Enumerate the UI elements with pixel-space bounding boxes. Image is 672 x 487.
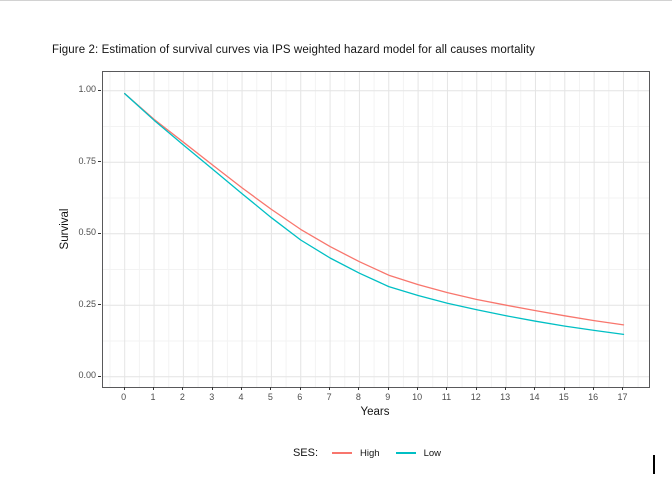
y-tick-label: 0.25 [78, 298, 96, 309]
x-tick-label: 9 [385, 392, 391, 402]
x-tick-mark [329, 387, 331, 390]
x-tick-label: 10 [412, 392, 423, 402]
x-tick-mark [563, 387, 565, 390]
y-tick-mark [98, 89, 101, 91]
window-top-border [0, 0, 672, 1]
x-tick-label: 1 [150, 392, 156, 402]
figure-caption: Figure 2: Estimation of survival curves … [52, 44, 536, 56]
x-tick-label: 14 [529, 392, 540, 402]
y-tick-mark [98, 161, 101, 163]
text-cursor [653, 455, 655, 474]
x-tick-mark [475, 387, 477, 390]
legend-key-low-line [395, 452, 416, 454]
x-tick-mark [358, 387, 360, 390]
survival-curves-plot [103, 72, 649, 387]
x-tick-mark [211, 387, 213, 390]
x-tick-mark [622, 387, 624, 390]
x-tick-label: 15 [558, 392, 569, 402]
legend-item-high: High [332, 448, 380, 459]
x-tick-label: 6 [297, 392, 303, 402]
y-tick-label: 1.00 [78, 84, 96, 95]
x-tick-mark [182, 387, 184, 390]
x-tick-label: 7 [326, 392, 332, 402]
x-tick-label: 11 [441, 392, 452, 402]
x-tick-label: 5 [267, 392, 273, 402]
legend-key-high-line [332, 452, 353, 454]
x-tick-label: 0 [121, 392, 127, 402]
legend: SES: High Low [102, 444, 648, 462]
y-tick-mark [98, 375, 101, 377]
y-tick-label: 0.50 [78, 227, 96, 238]
legend-title: SES: [292, 447, 319, 459]
x-tick-label: 17 [617, 392, 628, 402]
x-tick-label: 13 [500, 392, 511, 402]
x-tick-mark [417, 387, 419, 390]
x-tick-mark [505, 387, 507, 390]
y-tick-label: 0.75 [78, 155, 96, 166]
x-tick-label: 12 [470, 392, 481, 402]
x-tick-mark [299, 387, 301, 390]
plot-panel [102, 71, 650, 388]
x-tick-mark [270, 387, 272, 390]
x-tick-mark [534, 387, 536, 390]
y-tick-mark [98, 232, 101, 234]
x-tick-mark [241, 387, 243, 390]
x-tick-label: 8 [355, 392, 361, 402]
x-tick-label: 2 [179, 392, 185, 402]
x-tick-label: 4 [238, 392, 244, 402]
x-tick-label: 16 [588, 392, 599, 402]
x-tick-mark [123, 387, 125, 390]
y-tick-label: 0.00 [78, 370, 96, 381]
x-tick-mark [387, 387, 389, 390]
x-tick-label: 3 [209, 392, 215, 402]
x-axis-title: Years [360, 406, 390, 418]
x-tick-mark [446, 387, 448, 390]
y-tick-mark [98, 304, 101, 306]
legend-item-low: Low [395, 447, 442, 459]
x-tick-mark [153, 387, 155, 390]
x-tick-mark [593, 387, 595, 390]
legend-label-high: High [360, 447, 380, 459]
legend-label-low: Low [423, 447, 442, 459]
